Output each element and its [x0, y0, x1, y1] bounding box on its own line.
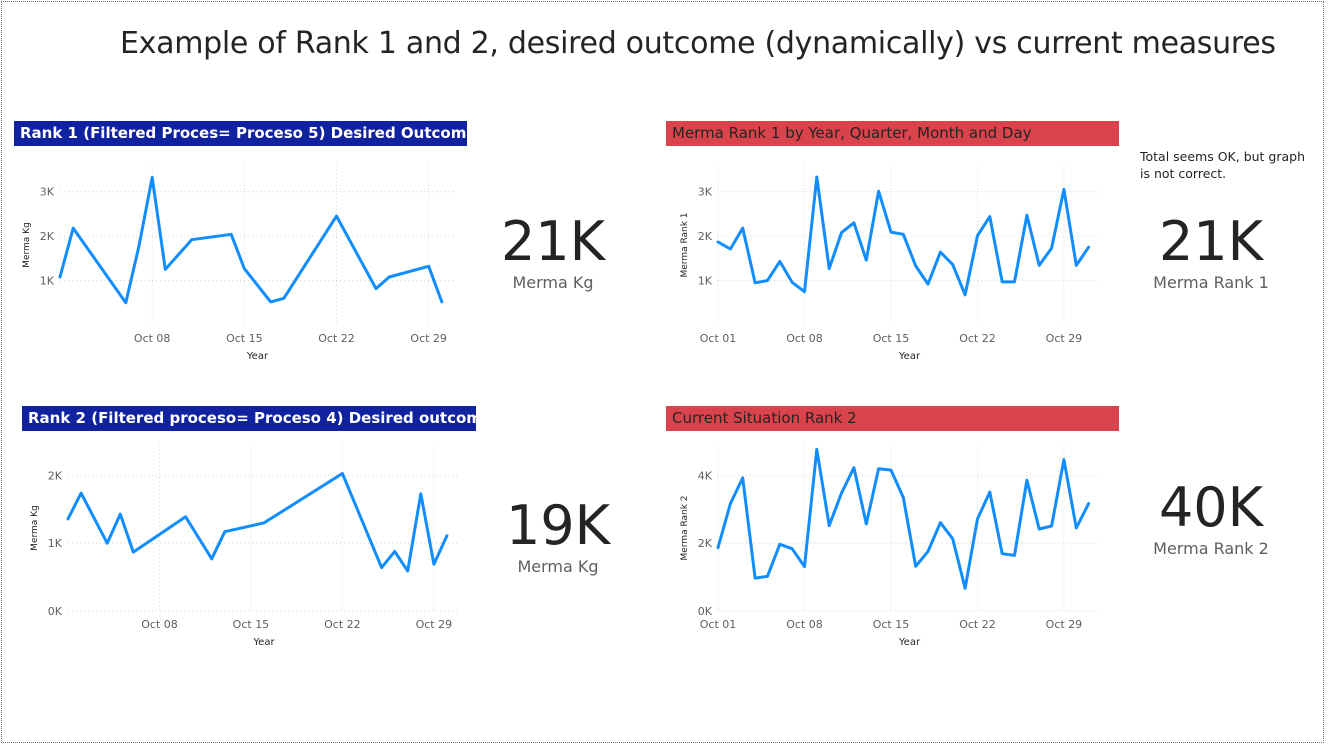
y-axis-title: Merma Kg: [22, 222, 32, 268]
page-title: Example of Rank 1 and 2, desired outcome…: [120, 26, 1276, 61]
card-label: Merma Kg: [517, 557, 599, 576]
x-tick-label: Oct 15: [233, 618, 270, 631]
y-axis-title: Merma Rank 2: [680, 495, 690, 560]
series-line: [66, 472, 449, 573]
y-tick-label: 1K: [40, 275, 55, 288]
y-tick-label: 2K: [40, 230, 55, 243]
card-value: 21K: [1158, 210, 1264, 273]
chart-1-title: Rank 1 (Filtered Proces= Proceso 5) Desi…: [14, 121, 467, 146]
y-tick-label: 3K: [40, 186, 55, 199]
x-tick-label: Oct 22: [324, 618, 361, 631]
x-tick-label: Oct 29: [1046, 332, 1083, 345]
y-tick-label: 0K: [698, 605, 713, 618]
annotation-note: Total seems OK, but graph is not correct…: [1140, 149, 1306, 181]
x-axis-title: Year: [898, 351, 921, 362]
x-tick-label: Oct 08: [134, 332, 171, 345]
y-tick-label: 0K: [48, 605, 63, 618]
x-tick-label: Oct 22: [318, 332, 355, 345]
card-merma-rank1: 21K Merma Rank 1: [1111, 212, 1311, 293]
x-tick-label: Oct 08: [141, 618, 178, 631]
x-tick-label: Oct 01: [700, 332, 737, 345]
series-line: [716, 447, 1091, 590]
series-line: [716, 175, 1091, 297]
y-tick-label: 2K: [48, 469, 63, 482]
x-tick-label: Oct 22: [959, 618, 996, 631]
x-axis-title: Year: [252, 637, 275, 648]
card-merma-kg-rank1: 21K Merma Kg: [453, 212, 653, 293]
x-tick-label: Oct 29: [416, 618, 453, 631]
card-label: Merma Rank 2: [1153, 539, 1269, 558]
card-label: Merma Kg: [512, 273, 594, 292]
x-tick-label: Oct 08: [786, 332, 823, 345]
x-tick-label: Oct 22: [959, 332, 996, 345]
y-tick-label: 1K: [698, 275, 713, 288]
x-axis-title: Year: [246, 351, 269, 362]
card-value: 19K: [505, 494, 611, 557]
y-axis-title: Merma Rank 1: [680, 212, 690, 277]
x-tick-label: Oct 01: [700, 618, 737, 631]
x-tick-label: Oct 08: [786, 618, 823, 631]
y-tick-label: 2K: [698, 230, 713, 243]
card-merma-rank2: 40K Merma Rank 2: [1111, 478, 1311, 559]
x-tick-label: Oct 29: [1046, 618, 1083, 631]
x-axis-title: Year: [898, 637, 921, 648]
y-axis-title: Merma Kg: [30, 505, 40, 551]
x-tick-label: Oct 15: [226, 332, 263, 345]
chart-2-title: Merma Rank 1 by Year, Quarter, Month and…: [666, 121, 1119, 146]
x-tick-label: Oct 29: [410, 332, 447, 345]
x-tick-label: Oct 15: [873, 618, 910, 631]
y-tick-label: 2K: [698, 537, 713, 550]
chart-4-title: Current Situation Rank 2: [666, 406, 1119, 431]
chart-3-title: Rank 2 (Filtered proceso= Proceso 4) Des…: [22, 406, 476, 431]
card-value: 21K: [500, 210, 606, 273]
x-tick-label: Oct 15: [873, 332, 910, 345]
y-tick-label: 4K: [698, 469, 713, 482]
y-tick-label: 3K: [698, 186, 713, 199]
y-tick-label: 1K: [48, 537, 63, 550]
series-line: [58, 175, 444, 305]
card-label: Merma Rank 1: [1153, 273, 1269, 292]
card-merma-kg-rank2: 19K Merma Kg: [458, 496, 658, 577]
card-value: 40K: [1158, 476, 1264, 539]
